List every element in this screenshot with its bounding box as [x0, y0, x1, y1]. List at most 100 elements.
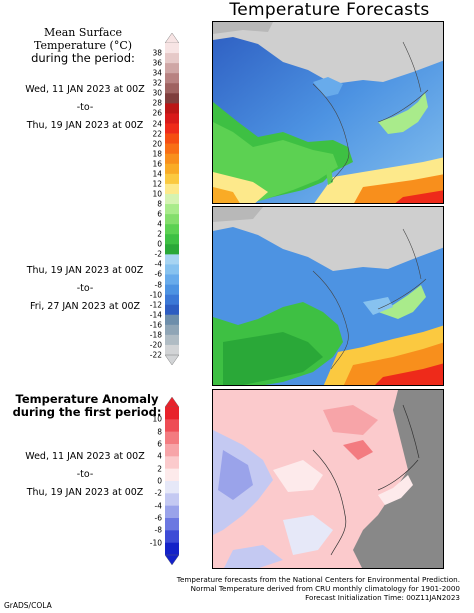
temp-bar-tick-label: 36 [152, 58, 162, 68]
anomaly-bar-swatch [165, 542, 179, 556]
anomaly-bar-swatch [165, 481, 179, 494]
temp-color-bar-ticks: 38 36 34 32 30 28 26 24 22 20 18 16 14 12 10 8 6 4 2 0 -2 -4-… [142, 33, 162, 365]
temp-map-1-svg [213, 22, 443, 203]
temp-bar-swatch [165, 304, 179, 316]
temp-map-period-2 [212, 206, 444, 386]
temp-bar-tick-label: -22 [149, 350, 162, 360]
anomaly-bar-top-arrow [165, 397, 179, 408]
temp-bar-swatch [165, 153, 179, 165]
anomaly-bar-swatch [165, 407, 179, 420]
temp-bar-tick-label: 28 [152, 98, 162, 108]
temp-bar-tick-label: 20 [152, 139, 162, 149]
period-3-to: -to- [76, 469, 94, 480]
temp-bar-tick-label: 30 [152, 88, 162, 98]
temp-bar-swatch [165, 103, 179, 114]
anomaly-bar-tick-label: -4 [154, 501, 162, 511]
temp-bar-tick-label: 16 [152, 159, 162, 169]
temp-bar-tick-label: -16 [149, 320, 162, 330]
temp-bar-tick-label: 6 [157, 209, 162, 219]
period-3-end: Thu, 19 JAN 2023 at 00Z [26, 487, 144, 498]
temp-bar-tick-label: 8 [157, 199, 162, 209]
temp-bar-swatch [165, 113, 179, 124]
temp-bar-swatch [165, 234, 179, 245]
anomaly-bar-tick-label: -2 [154, 488, 162, 498]
footer-line-3: Forecast Initialization Time: 00Z11JAN20… [305, 593, 460, 602]
temp-bar-swatch [165, 123, 179, 134]
temp-bar-tick-label: 22 [152, 129, 162, 139]
period-2-start: Thu, 19 JAN 2023 at 00Z [26, 265, 144, 276]
temp-bar-swatch [165, 264, 179, 275]
anomaly-bar-tick-label: 10 [152, 414, 162, 424]
anomaly-bar-tick-label: 2 [157, 464, 162, 474]
temp-bar-swatch [165, 204, 179, 215]
temp-bar-swatch [165, 63, 179, 74]
temp-bar-tick-label: -14 [149, 310, 162, 320]
footer-line-2: Normal Temperature derived from CRU mont… [190, 584, 460, 593]
temp-bar-tick-label: -18 [149, 330, 162, 340]
period-2-end: Fri, 27 JAN 2023 at 00Z [29, 301, 141, 312]
anomaly-bar-swatch [165, 518, 179, 531]
period-1-label: Wed, 11 JAN 2023 at 00Z -to- Thu, 19 JAN… [20, 82, 150, 134]
anomaly-bar-swatch [165, 530, 179, 543]
temp-bar-tick-label: 2 [157, 229, 162, 239]
temp-bar-swatch [165, 344, 179, 356]
anomaly-bar-tick-label: 6 [157, 439, 162, 449]
temp-bar-tick-label: 32 [152, 78, 162, 88]
temp-bar-tick-label: 38 [152, 48, 162, 58]
temp-bar-tick-label: 24 [152, 119, 162, 129]
anomaly-legend-title-line1: Temperature Anomaly [15, 392, 159, 406]
anomaly-bar-swatch [165, 505, 179, 519]
temp-bar-swatch [165, 214, 179, 225]
temp-bar-swatch [165, 274, 179, 285]
temp-bar-tick-label: 14 [152, 169, 162, 179]
temp-bar-tick-label: -6 [154, 269, 162, 279]
footer-notes: Temperature forecasts from the National … [160, 575, 460, 602]
temp-bar-swatch [165, 284, 179, 295]
anomaly-bar-bottom-arrow [165, 554, 179, 565]
period-2-to: -to- [76, 283, 94, 294]
temp-bar-swatch [165, 294, 179, 305]
footer-line-1: Temperature forecasts from the National … [176, 575, 460, 584]
temp-bar-swatch [165, 334, 179, 346]
temp-legend-title-line1: Mean Surface Temperature (°C) [33, 26, 133, 52]
temp-bar-swatch [165, 43, 179, 54]
temp-bar-swatch [165, 143, 179, 155]
temp-bar-tick-label: 34 [152, 68, 162, 78]
anomaly-bar-swatch [165, 456, 179, 469]
temp-bar-swatch [165, 324, 179, 336]
temp-bar-swatch [165, 314, 179, 326]
anomaly-bar-swatch [165, 431, 179, 445]
temp-bar-swatch [165, 173, 179, 185]
temp-bar-tick-label: -12 [149, 300, 162, 310]
temp-bar-tick-label: -2 [154, 249, 162, 259]
temp-map-2-svg [213, 207, 443, 385]
temp-bar-tick-label: 0 [157, 239, 162, 249]
temp-map-period-1 [212, 21, 444, 204]
temp-bar-swatch [165, 53, 179, 64]
temp-legend-title: Mean Surface Temperature (°C) during the… [8, 26, 158, 65]
temp-bar-top-arrow [165, 33, 179, 44]
anomaly-bar-swatch [165, 444, 179, 457]
period-1-end: Thu, 19 JAN 2023 at 00Z [26, 120, 144, 131]
period-1-to: -to- [76, 102, 94, 113]
anomaly-bar-tick-label: -10 [149, 538, 162, 548]
anomaly-bar-tick-label: -6 [154, 513, 162, 523]
page-title: Temperature Forecasts [229, 0, 430, 20]
anomaly-color-bar [165, 397, 179, 565]
temp-bar-tick-label: -8 [154, 280, 162, 290]
anomaly-bar-swatch [165, 419, 179, 432]
temp-bar-tick-label: 4 [157, 219, 162, 229]
temp-bar-swatch [165, 193, 179, 205]
temp-bar-tick-label: 12 [152, 179, 162, 189]
period-2-label: Thu, 19 JAN 2023 at 00Z -to- Fri, 27 JAN… [20, 263, 150, 315]
temp-bar-swatch [165, 83, 179, 94]
temp-bar-tick-label: -4 [154, 259, 162, 269]
temp-bar-swatch [165, 224, 179, 235]
anomaly-bar-swatch [165, 493, 179, 506]
anomaly-map-svg [213, 390, 443, 568]
temp-bar-tick-label: 10 [152, 189, 162, 199]
temp-bar-tick-label: 26 [152, 108, 162, 118]
anomaly-map-period-1 [212, 389, 444, 569]
temp-bar-swatch [165, 244, 179, 255]
temp-bar-tick-label: 18 [152, 149, 162, 159]
